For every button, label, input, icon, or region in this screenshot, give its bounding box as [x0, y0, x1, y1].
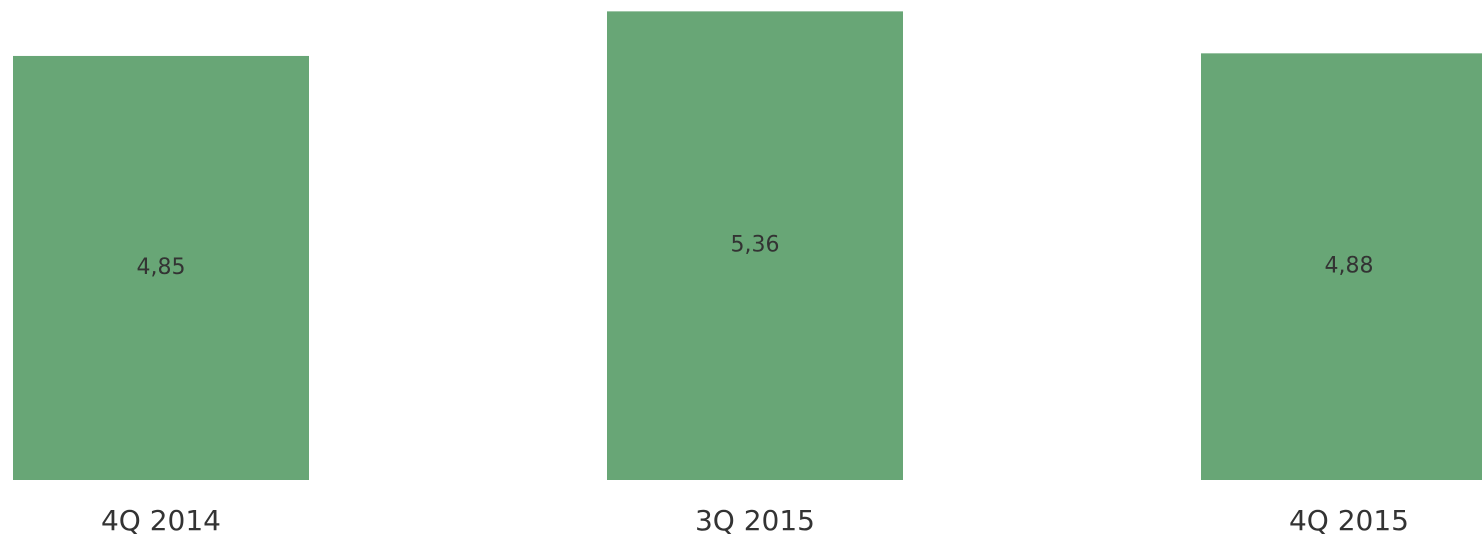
bar: [1201, 53, 1482, 480]
value-label: 4,85: [137, 255, 186, 280]
bar: [607, 11, 903, 481]
x-tick-label: 4Q 2015: [1289, 504, 1409, 537]
value-label: 5,36: [731, 233, 780, 258]
x-tick-label: 4Q 2014: [101, 504, 221, 537]
bar: [13, 55, 309, 480]
x-tick-label: 3Q 2015: [695, 504, 815, 537]
value-label: 4,88: [1325, 254, 1374, 279]
